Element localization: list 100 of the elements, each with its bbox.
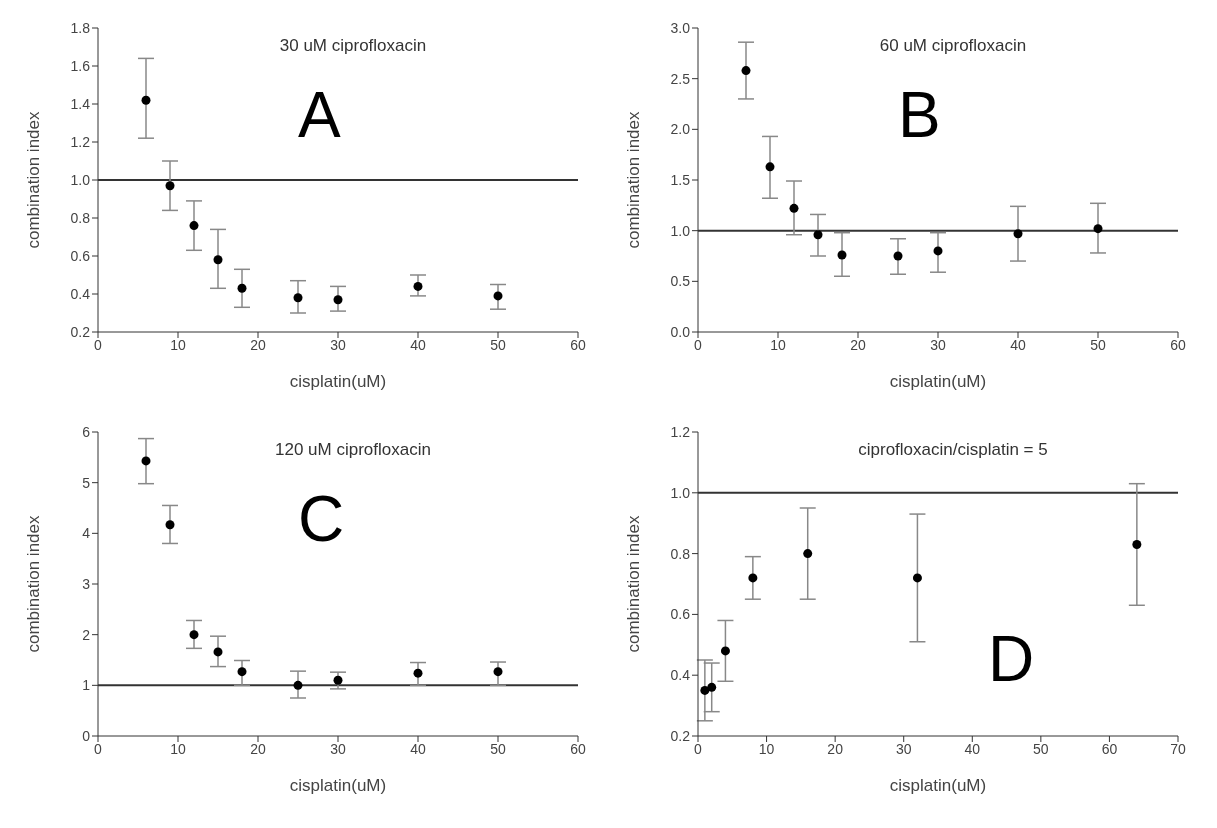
x-tick-label: 50: [490, 740, 506, 757]
point: [837, 250, 847, 260]
x-tick-label: 20: [250, 336, 266, 353]
x-axis-title: cisplatin(uM): [289, 776, 387, 795]
text: ciprofloxacin/cisplatin = 5: [857, 440, 1049, 460]
x-tick-label: 60: [570, 336, 586, 353]
x-tick-label: 30: [330, 336, 346, 353]
annotation: A: [298, 78, 341, 152]
point: [707, 682, 717, 692]
point: [141, 95, 151, 105]
x-tick-label: 40: [964, 740, 981, 757]
point: [700, 685, 710, 695]
point: [237, 667, 247, 677]
point: [893, 251, 903, 261]
point: [803, 549, 813, 559]
point: [165, 520, 175, 530]
point: [333, 675, 343, 685]
point: [912, 573, 922, 583]
point: [237, 283, 247, 293]
text: 60 uM ciprofloxacin: [878, 36, 1028, 56]
y-tick-label: 3.0: [670, 19, 691, 36]
y-axis-title: combination index: [24, 110, 44, 249]
x-tick-label: 40: [410, 740, 426, 757]
x-tick-label: 50: [490, 336, 506, 353]
x-axis-title: cisplatin(uM): [889, 372, 987, 391]
y-axis-title: combination index: [24, 514, 44, 653]
point: [748, 573, 758, 583]
y-tick-label: 1.0: [670, 222, 691, 239]
y-tick-label: 2.5: [670, 70, 691, 87]
y-tick-label: 1.0: [670, 484, 691, 501]
y-tick-label: 3: [82, 575, 91, 592]
annotation: C: [298, 482, 345, 556]
point: [933, 246, 943, 256]
x-tick-label: 30: [895, 740, 912, 757]
x-tick-label: 10: [170, 740, 186, 757]
point: [213, 255, 223, 265]
y-tick-label: 0.8: [670, 545, 691, 562]
point: [189, 221, 199, 231]
point: [741, 66, 751, 76]
y-tick-label: 4: [82, 525, 91, 542]
x-tick-label: 60: [1101, 740, 1118, 757]
point: [1132, 539, 1142, 549]
point: [493, 291, 503, 301]
point: [413, 281, 423, 291]
y-tick-label: 0.6: [70, 247, 91, 264]
annotation: B: [898, 78, 941, 152]
y-tick-label: 0.4: [70, 285, 91, 302]
annotation: D: [988, 622, 1035, 696]
x-tick-label: 10: [170, 336, 186, 353]
y-tick-label: 0.6: [670, 606, 691, 623]
point: [493, 667, 503, 677]
x-tick-label: 60: [1170, 336, 1186, 353]
y-tick-label: 0.0: [670, 323, 691, 340]
x-tick-label: 20: [250, 740, 266, 757]
point: [165, 181, 175, 191]
y-tick-label: 1.6: [70, 57, 91, 74]
y-tick-label: 0.5: [670, 273, 691, 290]
y-axis-title: combination index: [624, 110, 644, 249]
x-tick-label: 50: [1033, 740, 1049, 757]
point: [1013, 229, 1023, 239]
point: [213, 647, 223, 657]
text: 30 uM ciprofloxacin: [278, 36, 428, 56]
x-tick-label: 40: [410, 336, 426, 353]
point: [813, 230, 823, 240]
y-tick-label: 1.0: [70, 171, 91, 188]
y-axis-title: combination index: [624, 514, 644, 653]
y-tick-label: 1.2: [70, 133, 91, 150]
point: [141, 456, 151, 466]
x-tick-label: 10: [770, 336, 786, 353]
point: [189, 630, 199, 640]
y-tick-label: 0: [82, 727, 91, 744]
y-tick-label: 1.5: [670, 171, 691, 188]
y-tick-label: 0.2: [70, 323, 91, 340]
x-tick-label: 0: [94, 336, 103, 353]
x-tick-label: 20: [827, 740, 844, 757]
x-tick-label: 0: [694, 740, 703, 757]
y-tick-label: 2: [82, 626, 91, 643]
point: [765, 162, 775, 172]
text: 120 uM ciprofloxacin: [274, 440, 432, 460]
y-tick-label: 6: [82, 423, 91, 440]
y-tick-label: 1.8: [70, 19, 91, 36]
x-axis-title: cisplatin(uM): [289, 372, 387, 391]
x-tick-label: 40: [1010, 336, 1026, 353]
x-tick-label: 0: [694, 336, 703, 353]
point: [789, 203, 799, 213]
y-tick-label: 2.0: [670, 121, 691, 138]
point: [1093, 224, 1103, 234]
y-tick-label: 1.2: [670, 423, 691, 440]
x-tick-label: 30: [330, 740, 346, 757]
point: [293, 680, 303, 690]
point: [413, 668, 423, 678]
y-tick-label: 0.4: [670, 667, 691, 684]
x-tick-label: 20: [850, 336, 866, 353]
point: [720, 646, 730, 656]
point: [333, 295, 343, 305]
y-tick-label: 0.2: [670, 727, 691, 744]
x-tick-label: 60: [570, 740, 586, 757]
x-tick-label: 50: [1090, 336, 1106, 353]
x-axis-title: cisplatin(uM): [889, 776, 987, 795]
y-tick-label: 1: [82, 677, 91, 694]
